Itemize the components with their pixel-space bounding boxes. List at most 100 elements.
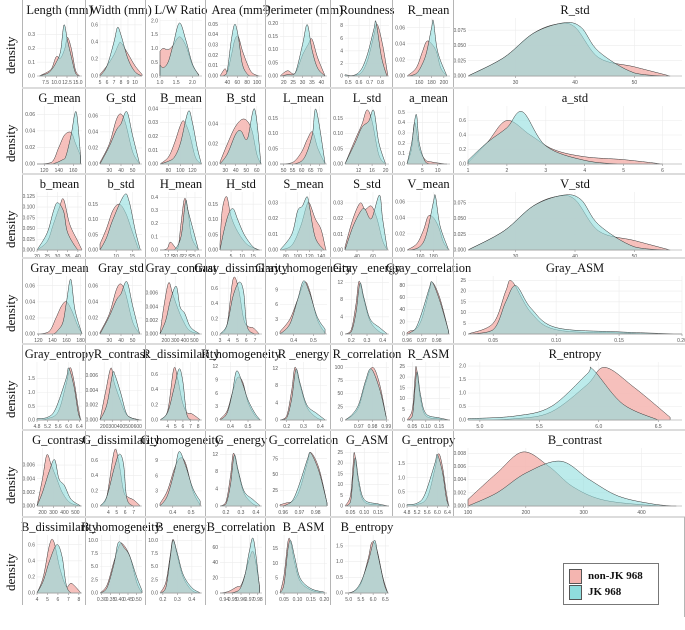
svg-text:50: 50: [337, 391, 343, 397]
svg-text:4: 4: [215, 486, 218, 492]
svg-text:1.0: 1.0: [157, 80, 164, 86]
svg-text:30: 30: [513, 80, 519, 86]
svg-text:300: 300: [108, 424, 117, 430]
svg-text:5: 5: [236, 338, 239, 344]
svg-text:0.6: 0.6: [355, 80, 362, 86]
density-area-jk968: [39, 24, 81, 77]
svg-text:0.050: 0.050: [453, 43, 466, 49]
density-panel-r-entropy: 0.0 0.5 1.0 1.5 2.0 5.0 5.5 6.0 6.5 R_entropy: [453, 344, 685, 432]
panel-title: B_dissimilarity: [21, 520, 99, 534]
svg-text:0.98: 0.98: [368, 424, 378, 430]
svg-text:30: 30: [300, 80, 306, 86]
svg-text:2.5: 2.5: [91, 577, 98, 583]
svg-text:12: 12: [337, 280, 343, 286]
svg-text:0.98: 0.98: [311, 510, 321, 516]
svg-text:0.4: 0.4: [317, 424, 324, 430]
svg-text:600: 600: [134, 424, 143, 430]
density-area-jk968: [344, 194, 388, 251]
svg-text:12.5: 12.5: [62, 80, 72, 86]
density-panel-gray-asm: 0 5 10 15 20 25 0.05 0.10 0.15 0.20 Gray_ASM: [453, 258, 685, 346]
y-axis-label: density: [3, 466, 18, 504]
density-panel-g-mean: 0.00 0.02 0.04 0.06 120 140 160 G_mean: [22, 88, 85, 176]
svg-text:0.97: 0.97: [417, 338, 427, 344]
svg-text:15: 15: [460, 299, 466, 305]
svg-text:1.5: 1.5: [398, 461, 405, 467]
svg-text:10: 10: [399, 396, 405, 402]
panel-divider: [205, 430, 206, 518]
svg-text:40: 40: [399, 307, 405, 313]
y-axis-label: density: [3, 294, 18, 332]
svg-text:0.0: 0.0: [28, 74, 35, 80]
svg-text:180: 180: [427, 80, 436, 86]
svg-text:0.3: 0.3: [300, 424, 307, 430]
svg-text:20: 20: [460, 289, 466, 295]
svg-text:0.15: 0.15: [434, 424, 444, 430]
svg-text:50: 50: [243, 168, 249, 174]
panel-title: b_mean: [40, 177, 80, 191]
panel-divider: [265, 344, 266, 432]
svg-text:7.5: 7.5: [151, 551, 158, 557]
panel-title: R _energy: [278, 347, 330, 361]
svg-text:0.05: 0.05: [488, 338, 498, 344]
svg-text:60: 60: [212, 545, 218, 551]
svg-text:6: 6: [155, 473, 158, 479]
svg-text:0.3: 0.3: [151, 208, 158, 214]
svg-text:25: 25: [272, 488, 278, 494]
panel-divider: [85, 258, 86, 346]
svg-text:0.0: 0.0: [151, 248, 158, 254]
density-area-jk968: [344, 457, 390, 507]
svg-text:0.05: 0.05: [268, 60, 278, 66]
panel-divider: [22, 0, 23, 88]
density-area-jk968: [279, 24, 326, 77]
svg-text:7: 7: [113, 80, 116, 86]
svg-text:25: 25: [290, 80, 296, 86]
svg-text:0: 0: [275, 591, 278, 597]
panel-divider: [392, 344, 393, 432]
svg-text:0: 0: [402, 332, 405, 338]
density-panel-g-dissimilarity: 0.0 0.2 0.4 0.6 4 5 6 7 G_dissimilarity: [82, 430, 161, 518]
svg-text:0.5: 0.5: [345, 80, 352, 86]
svg-text:0.05: 0.05: [408, 424, 418, 430]
panel-divider: [145, 174, 146, 262]
svg-text:5.5: 5.5: [357, 597, 364, 603]
svg-text:400: 400: [181, 338, 190, 344]
svg-text:0.0: 0.0: [336, 591, 343, 597]
svg-text:0.00: 0.00: [268, 74, 278, 80]
svg-text:0.03: 0.03: [208, 43, 218, 49]
svg-text:400: 400: [60, 510, 69, 516]
svg-text:0.0: 0.0: [459, 418, 466, 424]
svg-text:7: 7: [254, 338, 257, 344]
svg-text:0.00: 0.00: [88, 162, 98, 168]
panel-divider: [453, 0, 454, 88]
svg-text:0.075: 0.075: [22, 215, 35, 221]
svg-text:0.96: 0.96: [236, 597, 246, 603]
svg-text:0.2: 0.2: [211, 316, 218, 322]
svg-text:0.05: 0.05: [279, 597, 289, 603]
svg-text:0.2: 0.2: [459, 147, 466, 153]
density-panel-h-mean: 0.00.10.20.30.417.520.022.525.0H_mean: [145, 174, 205, 262]
svg-text:400: 400: [637, 510, 646, 516]
svg-text:0.99: 0.99: [381, 424, 391, 430]
panel-divider: [330, 517, 331, 605]
legend-box: non-JK 968 JK 968: [563, 563, 659, 605]
panel-divider: [265, 517, 266, 605]
svg-text:0.5: 0.5: [459, 404, 466, 410]
svg-text:100: 100: [176, 168, 185, 174]
density-panel-width-mm: 0.0 0.2 0.4 0.6 5 6 7 8 9 10 Width (mm): [85, 0, 152, 88]
svg-text:30: 30: [107, 338, 113, 344]
svg-text:0.1: 0.1: [151, 234, 158, 240]
svg-text:1.5: 1.5: [28, 376, 35, 382]
svg-text:0.004: 0.004: [145, 304, 158, 310]
density-panel-r-asm: 0 5 10 15 20 25 0.05 0.10 0.15 R_ASM: [392, 344, 453, 432]
panel-title: B_std: [226, 91, 256, 105]
svg-text:40: 40: [212, 560, 218, 566]
svg-text:0.02: 0.02: [25, 145, 35, 151]
panel-divider: [392, 0, 393, 88]
panel-title: S_std: [353, 177, 382, 191]
svg-text:0.2: 0.2: [223, 510, 230, 516]
density-area-jk968: [344, 20, 388, 77]
svg-text:0.4: 0.4: [91, 39, 98, 45]
svg-text:0.0: 0.0: [91, 591, 98, 597]
svg-text:5: 5: [174, 424, 177, 430]
